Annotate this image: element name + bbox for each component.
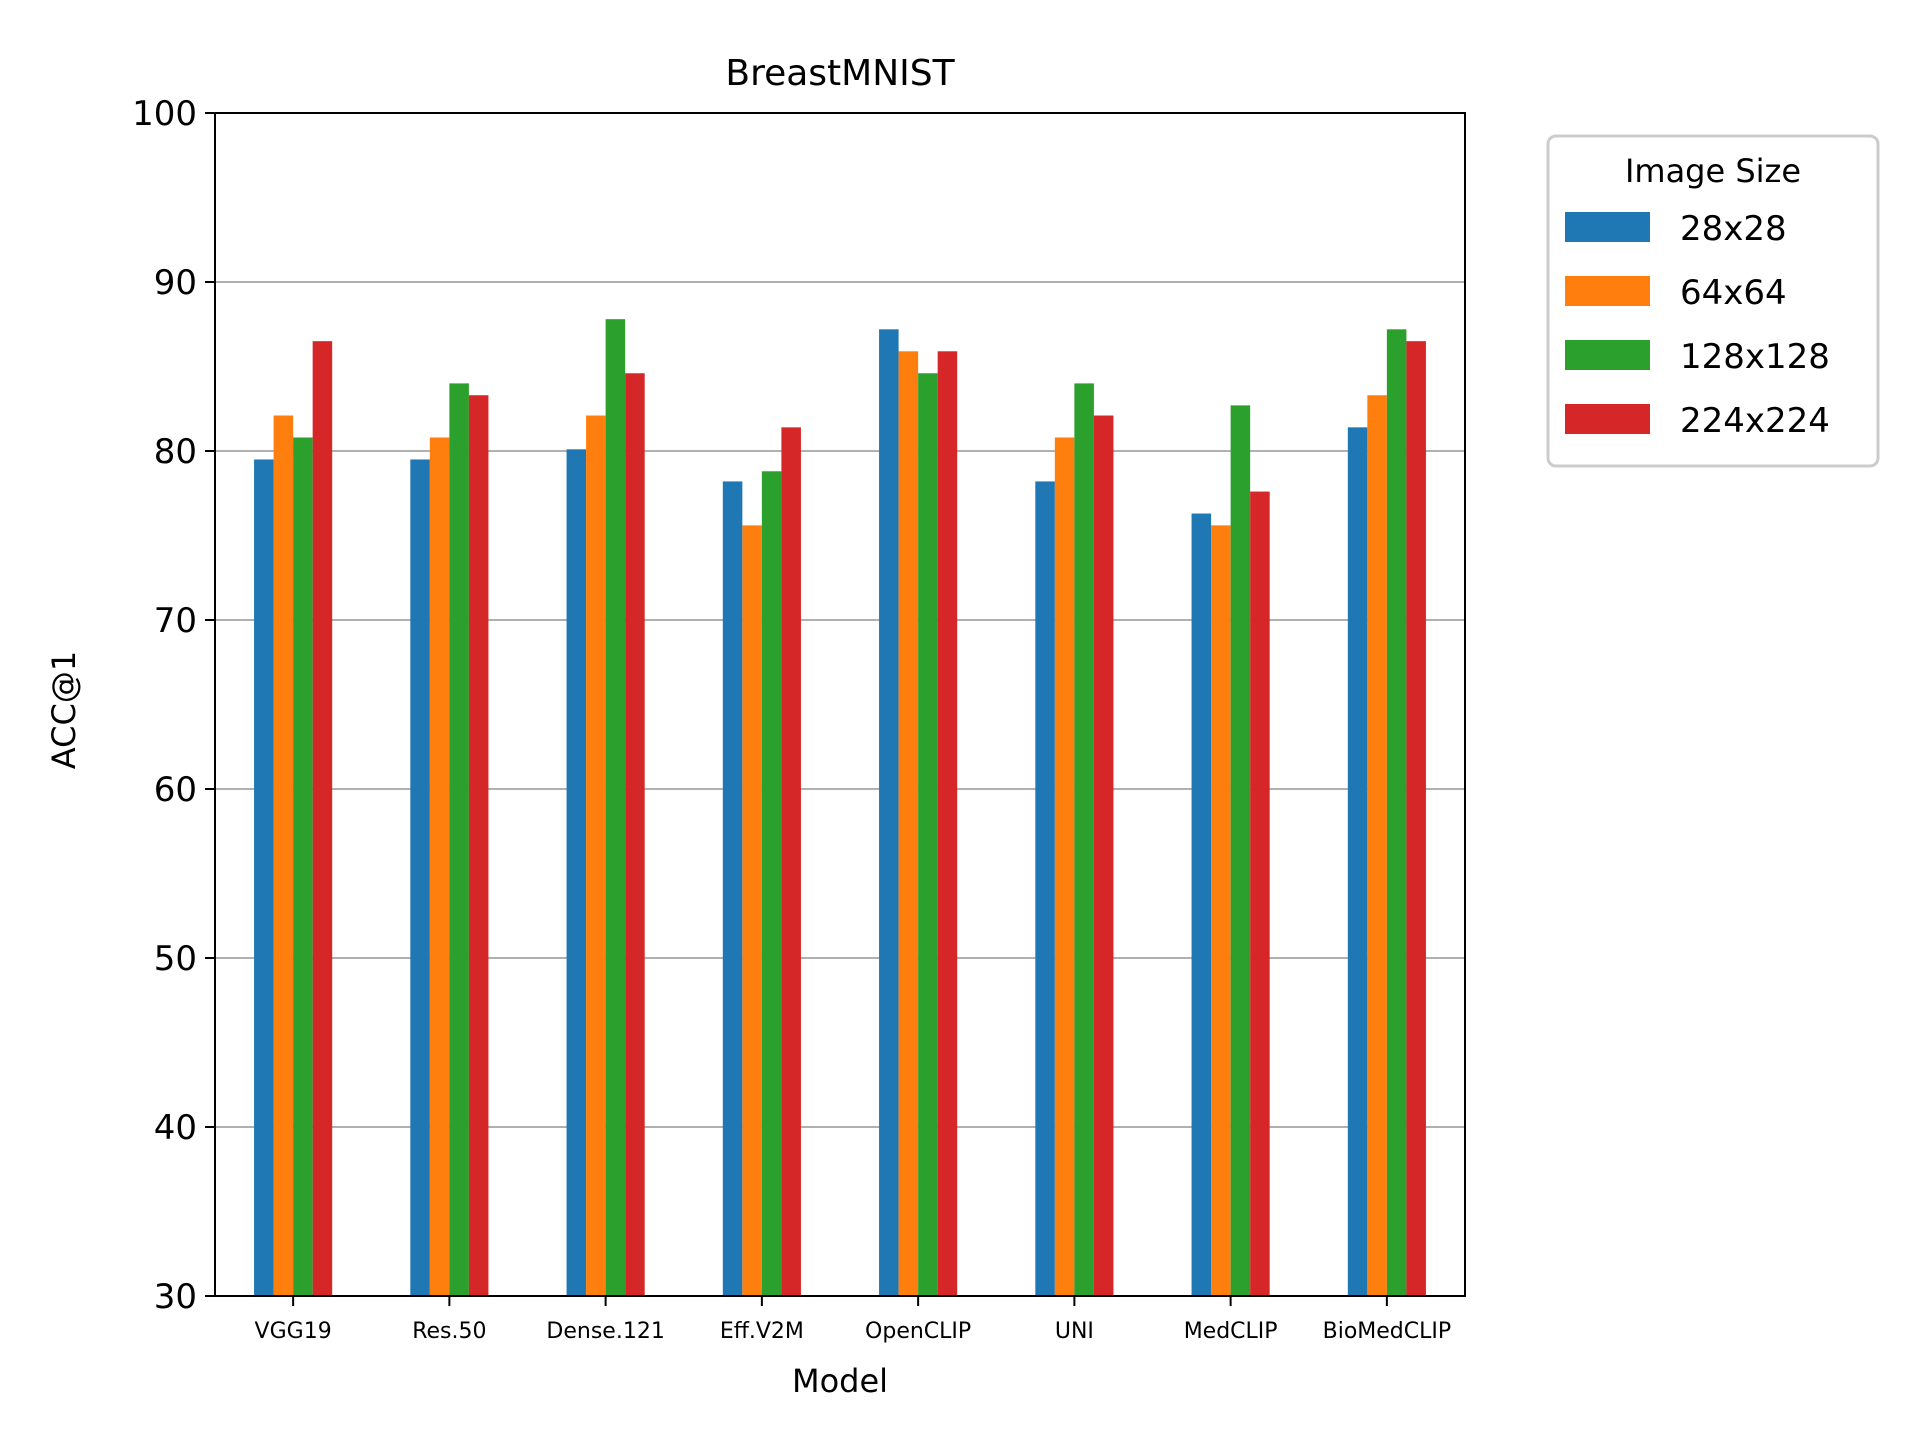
bar-28x28-Eff.V2M (722, 481, 743, 1296)
y-tick-label: 30 (154, 1277, 197, 1317)
bar-64x64-Eff.V2M (742, 525, 762, 1296)
bar-64x64-BioMedCLIP (1367, 395, 1387, 1297)
y-tick-label: 40 (154, 1108, 197, 1148)
legend-swatch (1565, 212, 1650, 242)
bar-28x28-BioMedCLIP (1347, 427, 1368, 1297)
bar-128x128-UNI (1074, 383, 1094, 1296)
bar-28x28-MedCLIP (1191, 513, 1212, 1296)
bar-224x224-OpenCLIP (937, 351, 958, 1296)
y-tick-label: 70 (154, 601, 197, 641)
bar-224x224-BioMedCLIP (1406, 341, 1426, 1296)
bar-64x64-UNI (1054, 437, 1075, 1297)
x-tick-label: VGG19 (255, 1319, 332, 1344)
bar-64x64-VGG19 (273, 415, 294, 1296)
y-axis: 30 40 50 60 70 80 90 100 (132, 94, 215, 1317)
bar-28x28-UNI (1035, 481, 1055, 1296)
legend-label: 64x64 (1680, 273, 1787, 313)
bar-128x128-Dense.121 (605, 319, 626, 1296)
bar-64x64-MedCLIP (1211, 525, 1231, 1296)
legend-swatch (1565, 404, 1650, 434)
x-tick-label: BioMedCLIP (1323, 1319, 1452, 1344)
bars (254, 319, 1426, 1297)
y-tick-label: 50 (154, 939, 197, 979)
x-tick-label: Dense.121 (546, 1319, 664, 1344)
x-tick-label: Eff.V2M (720, 1319, 804, 1344)
y-tick-label: 80 (154, 432, 197, 472)
bar-128x128-OpenCLIP (918, 373, 938, 1296)
x-tick-label: MedCLIP (1184, 1319, 1278, 1344)
legend-title: Image Size (1625, 152, 1801, 190)
bar-128x128-BioMedCLIP (1386, 329, 1407, 1296)
bar-128x128-MedCLIP (1230, 405, 1251, 1296)
y-tick-label: 90 (154, 263, 197, 303)
legend: Image Size 28x28 64x64 128x128 224x224 (1546, 134, 1880, 468)
bar-224x224-MedCLIP (1250, 491, 1270, 1296)
y-tick-label: 100 (132, 94, 197, 134)
x-tick-label: UNI (1055, 1319, 1094, 1344)
bar-128x128-Res.50 (449, 383, 469, 1296)
legend-swatch (1565, 340, 1650, 370)
bar-64x64-Res.50 (429, 437, 450, 1297)
bar-64x64-OpenCLIP (898, 351, 919, 1296)
bar-224x224-Res.50 (468, 395, 489, 1297)
y-tick-label: 60 (154, 770, 197, 810)
legend-label: 224x224 (1680, 401, 1830, 441)
plot-frame (214, 112, 1466, 1297)
bar-128x128-VGG19 (293, 437, 313, 1297)
bar-28x28-VGG19 (254, 459, 274, 1296)
bar-128x128-Eff.V2M (761, 471, 782, 1296)
chart-title: BreastMNIST (725, 53, 955, 94)
x-axis: VGG19 Res.50 Dense.121 Eff.V2M OpenCLIP UNI Me… (255, 1296, 1452, 1344)
legend-label: 28x28 (1680, 209, 1787, 249)
x-tick-label: OpenCLIP (865, 1319, 971, 1344)
bar-224x224-UNI (1093, 415, 1114, 1296)
bar-28x28-Res.50 (410, 459, 430, 1296)
legend-label: 128x128 (1680, 337, 1830, 377)
legend-entries: 28x28 64x64 128x128 224x224 (1565, 209, 1830, 441)
x-tick-label: Res.50 (412, 1319, 486, 1344)
bar-28x28-Dense.121 (566, 449, 587, 1296)
bar-224x224-VGG19 (312, 341, 333, 1296)
legend-swatch (1565, 276, 1650, 306)
bar-224x224-Eff.V2M (781, 427, 801, 1297)
bar-224x224-Dense.121 (625, 373, 645, 1296)
x-axis-label: Model (792, 1362, 888, 1400)
bar-64x64-Dense.121 (586, 415, 606, 1296)
bar-28x28-OpenCLIP (879, 329, 899, 1296)
y-axis-label: ACC@1 (45, 651, 83, 769)
